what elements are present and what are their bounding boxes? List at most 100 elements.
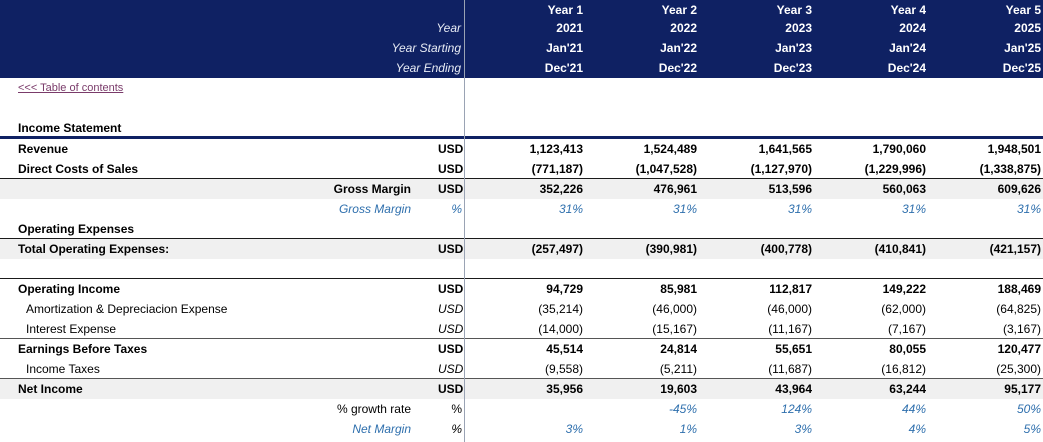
- cell: 3%: [794, 422, 812, 436]
- cell: (11,167): [768, 322, 812, 336]
- cell: 43,964: [775, 382, 812, 396]
- cell: (421,157): [989, 242, 1041, 256]
- cell: 5%: [1023, 422, 1041, 436]
- row-label: Operating Income: [18, 282, 121, 296]
- table-row-interest: Interest Expense USD (14,000) (15,167) (…: [0, 319, 1043, 339]
- cell: 352,226: [539, 182, 583, 196]
- year-1-start: Jan'21: [546, 41, 583, 55]
- row-label: Interest Expense: [26, 322, 117, 336]
- table-row-net-margin: Net Margin % 3% 1% 3% 4% 5%: [0, 419, 1043, 439]
- cell: 31%: [787, 202, 812, 216]
- table-row-gross-margin: Gross Margin USD 352,226 476,961 513,596…: [0, 179, 1043, 199]
- table-row-income-taxes: Income Taxes USD (9,558) (5,211) (11,687…: [0, 359, 1043, 379]
- cell: 63,244: [889, 382, 926, 396]
- table-row-growth-rate: % growth rate % -45% 124% 44% 50%: [0, 399, 1043, 419]
- cell: (11,687): [768, 362, 812, 376]
- cell: 31%: [1016, 202, 1041, 216]
- row-unit: USD: [438, 342, 464, 356]
- table-row-opex-heading: Operating Expenses: [0, 219, 1043, 239]
- row-rule: [0, 378, 1043, 379]
- table-of-contents-link[interactable]: <<< Table of contents: [18, 82, 124, 94]
- cell: 1,123,413: [529, 142, 583, 156]
- row-label: Revenue: [18, 142, 69, 156]
- row-label: Net Margin: [352, 422, 411, 436]
- row-unit: USD: [438, 302, 464, 316]
- cell: 80,055: [889, 342, 926, 356]
- cell: (25,300): [996, 362, 1041, 376]
- header-row-end: Year Ending Dec'21 Dec'22 Dec'23 Dec'24 …: [0, 58, 1043, 78]
- row-label: Gross Margin: [338, 202, 411, 216]
- cell: (14,000): [538, 322, 583, 336]
- year-4-end: Dec'24: [887, 61, 926, 75]
- year-4-start: Jan'24: [889, 41, 926, 55]
- year-starting-label: Year Starting: [391, 41, 461, 55]
- year-2-name: Year 2: [661, 3, 697, 17]
- cell: 112,817: [769, 282, 812, 296]
- row-unit: USD: [438, 142, 464, 156]
- row-label: Direct Costs of Sales: [18, 162, 139, 176]
- cell: 94,729: [546, 282, 583, 296]
- cell: 19,603: [660, 382, 697, 396]
- year-5-end: Dec'25: [1002, 61, 1041, 75]
- cell: 476,961: [653, 182, 697, 196]
- cell: 31%: [558, 202, 583, 216]
- cell: (1,338,875): [979, 162, 1041, 176]
- row-unit: USD: [438, 362, 464, 376]
- section-rule: [0, 136, 1043, 139]
- year-2-year: 2022: [670, 21, 697, 35]
- year-4-name: Year 4: [890, 3, 926, 17]
- year-3-name: Year 3: [776, 3, 812, 17]
- year-3-year: 2023: [785, 21, 812, 35]
- year-4-year: 2024: [899, 21, 926, 35]
- cell: (46,000): [652, 302, 697, 316]
- row-unit: %: [451, 422, 462, 436]
- cell: 513,596: [768, 182, 812, 196]
- row-label: % growth rate: [336, 402, 411, 416]
- table-row-amortization: Amortization & Depreciacion Expense USD …: [0, 299, 1043, 319]
- cell: 3%: [565, 422, 583, 436]
- row-label: Net Income: [18, 382, 83, 396]
- cell: (64,825): [996, 302, 1041, 316]
- year-5-year: 2025: [1014, 21, 1041, 35]
- cell: 1,641,565: [758, 142, 812, 156]
- row-rule: [0, 278, 1043, 279]
- row-label: Total Operating Expenses:: [18, 242, 170, 256]
- year-3-end: Dec'23: [773, 61, 812, 75]
- year-1-name: Year 1: [547, 3, 583, 17]
- cell: (3,167): [1002, 322, 1041, 336]
- cell: 55,651: [775, 342, 812, 356]
- table-row-ebt: Earnings Before Taxes USD 45,514 24,814 …: [0, 339, 1043, 359]
- cell: 45,514: [546, 342, 583, 356]
- row-unit: USD: [438, 282, 464, 296]
- cell: 1,790,060: [872, 142, 926, 156]
- row-label: Amortization & Depreciacion Expense: [26, 302, 228, 316]
- table-row-direct-costs: Direct Costs of Sales USD (771,187) (1,0…: [0, 159, 1043, 179]
- table-row-total-opex: Total Operating Expenses: USD (257,497) …: [0, 239, 1043, 259]
- year-3-start: Jan'23: [775, 41, 812, 55]
- cell: (771,187): [531, 162, 583, 176]
- row-unit: USD: [438, 182, 464, 196]
- row-rule: [0, 238, 1043, 239]
- cell: (1,127,970): [750, 162, 812, 176]
- cell: (9,558): [544, 362, 583, 376]
- row-label: Income Taxes: [26, 362, 100, 376]
- cell: 24,814: [660, 342, 697, 356]
- year-5-start: Jan'25: [1004, 41, 1041, 55]
- year-1-year: 2021: [556, 21, 583, 35]
- cell: 50%: [1016, 402, 1041, 416]
- cell: 35,956: [546, 382, 583, 396]
- cell: (7,167): [887, 322, 926, 336]
- cell: 1,524,489: [643, 142, 697, 156]
- cell: 1,948,501: [987, 142, 1041, 156]
- cell: 31%: [672, 202, 697, 216]
- year-2-end: Dec'22: [658, 61, 697, 75]
- header-row-start: Year Starting Jan'21 Jan'22 Jan'23 Jan'2…: [0, 38, 1043, 58]
- year-label: Year: [436, 21, 461, 35]
- cell: 44%: [901, 402, 926, 416]
- cell: -45%: [668, 402, 697, 416]
- cell: (1,047,528): [635, 162, 697, 176]
- row-rule: [0, 178, 1043, 179]
- cell: 609,626: [997, 182, 1041, 196]
- cell: (35,214): [538, 302, 583, 316]
- cell: 31%: [901, 202, 926, 216]
